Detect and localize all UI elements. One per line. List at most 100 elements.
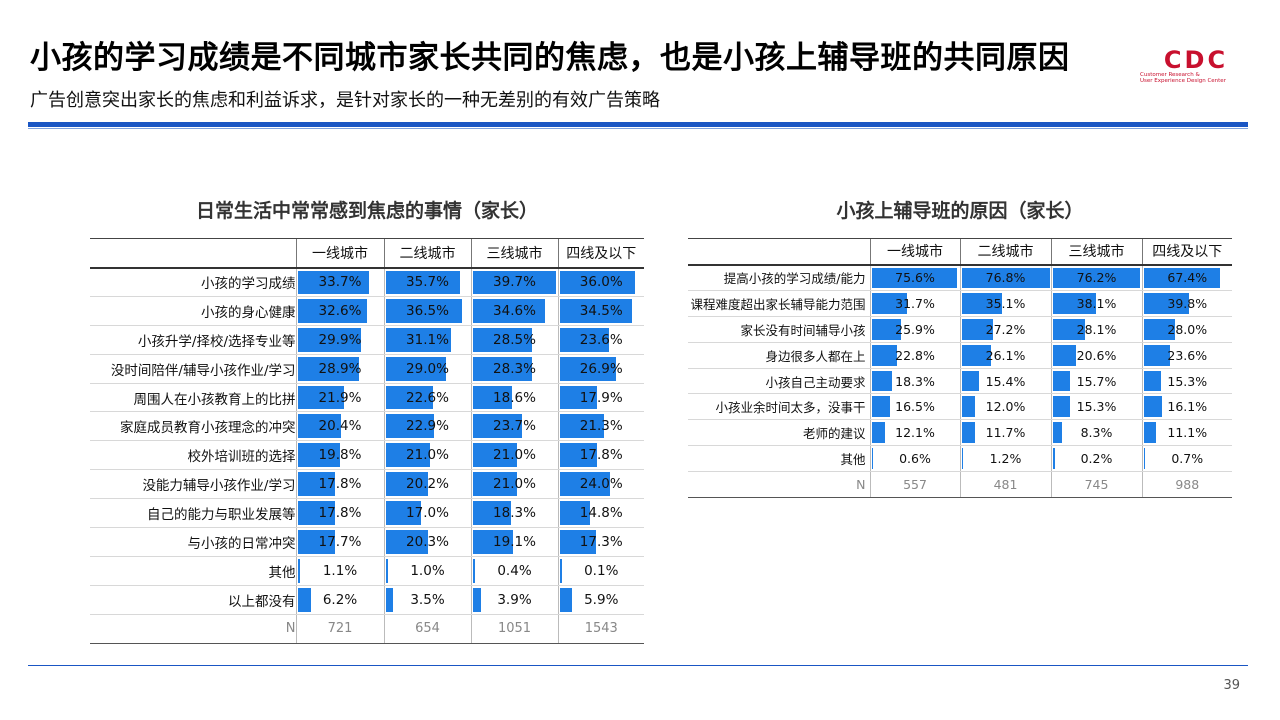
tutoring-value-bar (1143, 448, 1145, 470)
anxiety-value-label: 32.6% (318, 302, 362, 319)
tutoring-value-label: 67.4% (1167, 270, 1208, 286)
anxiety-value-label: 3.5% (410, 591, 445, 608)
anxiety-value-bar (472, 414, 523, 439)
tutoring-value-label: 76.8% (985, 270, 1026, 286)
tutoring-sample-size-value: 557 (869, 471, 960, 499)
anxiety-value-label: 28.5% (493, 331, 536, 348)
anxiety-value-bar (559, 587, 572, 612)
tutoring-value-label: 38.1% (1076, 295, 1117, 311)
anxiety-row-label: 以上都没有 (90, 585, 296, 615)
anxiety-value-bar (297, 356, 359, 381)
anxiety-value-cell: 29.0% (383, 354, 471, 384)
anxiety-row: 以上都没有 6.2% 3.5% 3.9% 5.9% (90, 585, 644, 615)
anxiety-value-cell: 17.3% (557, 527, 644, 557)
anxiety-value-label: 21.9% (318, 389, 362, 406)
tutoring-value-cell: 76.8% (959, 264, 1051, 291)
tutoring-row: 家长没有时间辅导小孩 25.9% 27.2% 28.1% 28.0% (688, 316, 1232, 343)
anxiety-value-cell: 28.9% (295, 354, 384, 384)
anxiety-value-cell: 18.3% (470, 498, 558, 529)
tutoring-row: 提高小孩的学习成绩/能力 75.6% 76.8% 76.2% 67.4% (688, 264, 1232, 291)
anxiety-value-label: 6.2% (322, 591, 358, 608)
tutoring-value-cell: 35.1% (959, 290, 1051, 317)
tutoring-row-label: 其他 (688, 445, 870, 473)
anxiety-value-bar (385, 298, 463, 323)
anxiety-value-cell: 6.2% (295, 585, 384, 615)
anxiety-value-bar (559, 356, 616, 381)
tutoring-value-cell: 23.6% (1141, 342, 1232, 369)
tutoring-value-bar (871, 267, 958, 288)
tutoring-value-bar (1052, 267, 1140, 288)
anxiety-value-bar (385, 558, 388, 583)
anxiety-value-label: 21.0% (493, 447, 536, 464)
anxiety-value-bar (385, 530, 429, 554)
anxiety-column-header: 一线城市 (295, 238, 384, 269)
anxiety-header-blank (90, 238, 296, 269)
anxiety-value-label: 29.0% (406, 360, 449, 377)
tutoring-value-label: 20.6% (1076, 347, 1117, 363)
anxiety-sample-size-value: 654 (383, 614, 471, 644)
anxiety-value-cell: 17.7% (295, 527, 384, 557)
tutoring-column-header: 三线城市 (1050, 238, 1142, 266)
anxiety-value-cell: 29.9% (295, 325, 384, 355)
tutoring-value-bar (1052, 422, 1062, 444)
tutoring-value-cell: 15.7% (1050, 368, 1142, 395)
anxiety-value-label: 1.0% (410, 562, 445, 579)
tutoring-value-label: 26.1% (985, 347, 1026, 363)
anxiety-value-bar (472, 327, 533, 352)
tutoring-row-label: 老师的建议 (688, 419, 870, 447)
anxiety-value-cell: 34.6% (470, 296, 558, 326)
anxiety-row-label: 小孩的学习成绩 (90, 267, 296, 297)
anxiety-row-label: 没时间陪伴/辅导小孩作业/学习 (90, 354, 296, 384)
anxiety-row-label: 家庭成员教育小孩理念的冲突 (90, 411, 296, 442)
anxiety-value-bar (472, 501, 511, 526)
anxiety-value-cell: 21.0% (383, 440, 471, 471)
tutoring-value-label: 35.1% (985, 295, 1026, 311)
tutoring-value-label: 0.6% (899, 451, 931, 467)
anxiety-value-cell: 23.6% (557, 325, 644, 355)
anxiety-value-label: 34.6% (493, 302, 536, 319)
tutoring-reasons-table-title: 小孩上辅导班的原因（家长） (836, 200, 1084, 222)
anxiety-value-label: 0.4% (497, 562, 532, 579)
anxiety-value-bar (297, 414, 341, 439)
anxiety-value-bar (297, 501, 336, 526)
anxiety-value-bar (385, 327, 451, 352)
anxiety-value-cell: 20.4% (295, 411, 384, 442)
anxiety-sample-size-value: 721 (295, 614, 384, 644)
anxiety-value-label: 19.1% (493, 533, 536, 550)
anxiety-value-bar (297, 443, 340, 468)
anxiety-sample-size-label: N (90, 614, 296, 644)
anxiety-value-cell: 3.5% (383, 585, 471, 615)
anxiety-row-label: 其他 (90, 556, 296, 586)
anxiety-value-cell: 3.9% (470, 585, 558, 615)
anxiety-value-label: 1.1% (322, 562, 358, 579)
anxiety-value-cell: 17.9% (557, 383, 644, 413)
tutoring-value-cell: 15.3% (1050, 393, 1142, 421)
anxiety-value-cell: 21.0% (470, 469, 558, 500)
tutoring-value-cell: 39.8% (1141, 290, 1232, 317)
tutoring-value-cell: 16.5% (869, 393, 960, 421)
tutoring-value-bar (871, 344, 898, 366)
anxiety-row: 与小孩的日常冲突 17.7% 20.3% 19.1% 17.3% (90, 527, 644, 557)
anxiety-value-label: 20.2% (406, 476, 449, 493)
anxiety-row: 周围人在小孩教育上的比拼 21.9% 22.6% 18.6% 17.9% (90, 383, 644, 413)
tutoring-value-bar (1143, 267, 1221, 288)
tutoring-value-label: 75.6% (895, 270, 935, 286)
tutoring-value-bar (1052, 318, 1085, 340)
anxiety-row-label: 没能力辅导小孩作业/学习 (90, 469, 296, 500)
logo-wordmark: CDC (1164, 48, 1228, 74)
tutoring-value-label: 22.8% (895, 347, 935, 363)
tutoring-value-bar (961, 448, 963, 470)
anxiety-value-bar (559, 385, 597, 410)
tutoring-value-bar (961, 318, 993, 340)
tutoring-value-cell: 11.1% (1141, 419, 1232, 447)
tutoring-value-cell: 15.4% (959, 368, 1051, 395)
anxiety-row: 自己的能力与职业发展等 17.8% 17.0% 18.3% 14.8% (90, 498, 644, 529)
tutoring-value-cell: 38.1% (1050, 290, 1142, 317)
anxiety-value-bar (297, 472, 336, 497)
tutoring-column-header: 一线城市 (869, 238, 960, 266)
tutoring-column-header: 二线城市 (959, 238, 1051, 266)
tutoring-value-bar (1052, 370, 1071, 392)
anxiety-value-label: 14.8% (579, 505, 623, 522)
tutoring-value-bar (961, 292, 1002, 314)
anxiety-value-label: 18.6% (493, 389, 536, 406)
